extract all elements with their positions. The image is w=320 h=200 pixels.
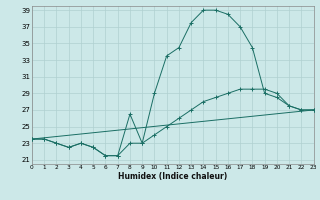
X-axis label: Humidex (Indice chaleur): Humidex (Indice chaleur): [118, 172, 228, 181]
